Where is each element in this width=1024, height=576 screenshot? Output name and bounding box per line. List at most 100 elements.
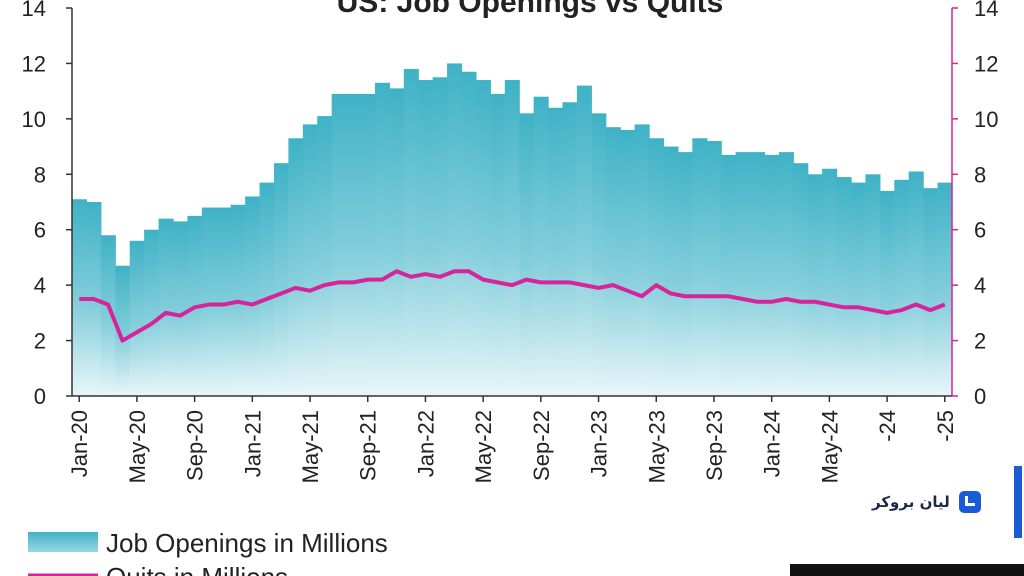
x-tick-label: Sep-21 [356, 410, 381, 481]
job-openings-bar [259, 182, 275, 396]
job-openings-bar [706, 141, 722, 396]
job-openings-bar [418, 80, 434, 396]
y-left-tick-label: 12 [22, 51, 46, 76]
y-right-tick-label: 0 [974, 384, 986, 409]
y-left-tick-label: 4 [34, 273, 46, 298]
x-tick-label: May-21 [298, 410, 323, 483]
y-left-tick-label: 2 [34, 329, 46, 354]
job-openings-bar [721, 154, 737, 396]
job-openings-bar [461, 71, 477, 397]
job-openings-bar [129, 240, 145, 396]
job-openings-bar [865, 174, 881, 396]
job-openings-bar [115, 265, 131, 396]
job-openings-bar [851, 182, 867, 396]
job-openings-bar [591, 113, 607, 396]
job-openings-bar [793, 163, 809, 396]
x-tick-label: Jan-24 [760, 410, 785, 477]
job-openings-bar [778, 152, 794, 396]
job-openings-bar [908, 171, 924, 396]
job-openings-bar [360, 93, 376, 396]
job-openings-bar [620, 129, 636, 396]
x-axis-ticks: Jan-20 May-20 Sep-20 Jan-21 May-21 Sep-21 Jan-… [67, 396, 958, 483]
y-right-tick-label: 4 [974, 273, 986, 298]
x-tick-label: May-24 [817, 410, 842, 483]
job-openings-bar [923, 188, 939, 396]
job-openings-bar [273, 163, 289, 396]
y-axis-right-ticks: 0 2 4 6 8 10 12 14 [952, 0, 998, 409]
y-left-tick-label: 6 [34, 218, 46, 243]
legend-openings-swatch [28, 532, 98, 552]
job-openings-bar [447, 63, 463, 397]
y-left-tick-label: 8 [34, 162, 46, 187]
job-openings-bar [894, 179, 910, 396]
job-openings-bar [937, 182, 953, 396]
y-right-tick-label: 14 [974, 0, 998, 21]
brand-watermark: لیان بروکر [872, 478, 1022, 526]
y-right-tick-label: 8 [974, 162, 986, 187]
job-openings-bar [807, 174, 823, 396]
y-axis-left-ticks: 0 2 4 6 8 10 12 14 [22, 0, 72, 409]
legend-quits-label: Quits in Millions [106, 562, 288, 576]
job-openings-bar [750, 152, 766, 396]
job-openings-bar [475, 80, 491, 396]
job-openings-bar [374, 82, 390, 396]
x-tick-label: -24 [875, 410, 900, 442]
y-right-tick-label: 12 [974, 51, 998, 76]
job-openings-bars [72, 63, 953, 397]
y-left-tick-label: 0 [34, 384, 46, 409]
x-tick-label: Sep-22 [529, 410, 554, 481]
job-openings-bar [346, 93, 362, 396]
job-openings-bar [533, 96, 549, 396]
job-openings-bar [389, 88, 405, 397]
job-openings-bar [158, 218, 174, 396]
x-tick-label: Jan-21 [240, 410, 265, 477]
brand-name: لیان بروکر [872, 493, 950, 511]
job-openings-bar [605, 127, 621, 397]
x-tick-label: Jan-22 [413, 410, 438, 477]
y-left-tick-label: 10 [22, 107, 46, 132]
x-tick-label: May-23 [644, 410, 669, 483]
job-openings-bar [432, 77, 448, 396]
x-tick-label: -25 [933, 410, 958, 442]
job-openings-bar [288, 138, 304, 396]
y-right-tick-label: 2 [974, 329, 986, 354]
job-openings-bar [576, 85, 592, 396]
job-openings-bar [822, 168, 838, 396]
bottom-banner [790, 564, 1024, 576]
job-openings-bar [663, 146, 679, 396]
x-tick-label: May-20 [125, 410, 150, 483]
legend-openings-label: Job Openings in Millions [106, 528, 388, 558]
y-right-tick-label: 6 [974, 218, 986, 243]
quits-line-group [79, 269, 946, 343]
x-tick-label: May-22 [471, 410, 496, 483]
y-right-tick-label: 10 [974, 107, 998, 132]
job-openings-bar [504, 80, 520, 396]
job-openings-bar [879, 190, 895, 396]
job-openings-bar [317, 116, 333, 396]
chart-title: US: Job Openings vs Quits [337, 0, 724, 19]
job-openings-bar [692, 138, 708, 396]
brand-accent-bar [1014, 466, 1022, 538]
job-openings-bar [519, 113, 535, 396]
job-openings-bar [634, 124, 650, 397]
job-openings-bar [245, 196, 261, 396]
brand-logo-icon [958, 491, 981, 513]
x-tick-label: Sep-23 [702, 410, 727, 481]
job-openings-bar [548, 107, 564, 397]
job-openings-bar [201, 207, 217, 396]
job-openings-bar [649, 138, 665, 396]
job-openings-bar [216, 207, 232, 396]
job-openings-bar [172, 221, 189, 396]
job-openings-bar [490, 93, 506, 396]
job-openings-bar [562, 102, 578, 396]
job-openings-bar [403, 68, 419, 396]
job-openings-bar [764, 154, 780, 396]
x-tick-label: Jan-23 [587, 410, 612, 477]
job-openings-bar [735, 152, 751, 396]
job-openings-bar [677, 152, 693, 396]
x-tick-label: Jan-20 [67, 410, 92, 477]
job-openings-bar [836, 177, 852, 396]
job-openings-bar [331, 93, 347, 396]
job-openings-bar [144, 229, 160, 396]
